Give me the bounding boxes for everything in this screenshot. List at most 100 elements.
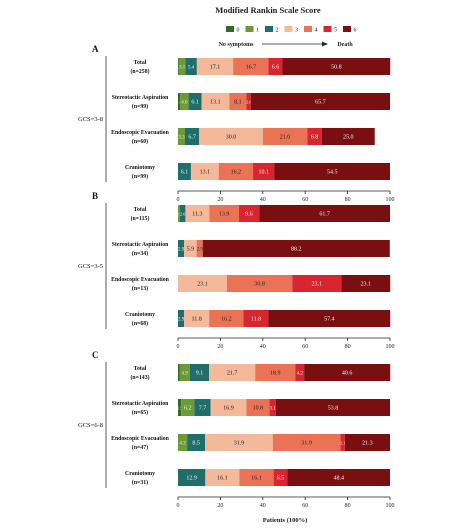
bar-segment-mrs-6 (202, 240, 390, 257)
data-label: 6.8 (311, 135, 319, 141)
data-label: 23.1 (197, 282, 208, 288)
data-label: 25.0 (343, 135, 354, 141)
row-name: Endoscopic Evacuation (111, 130, 170, 136)
bar-segment-mrs-5 (253, 163, 275, 180)
row-name: Endoscopic Evacuation (111, 436, 170, 442)
bar-segment-mrs-1 (178, 434, 188, 451)
data-label: 16.1 (251, 476, 262, 482)
data-label: 11.8 (251, 317, 261, 323)
panel-letter: B (92, 191, 98, 201)
row-n: (n=34) (132, 250, 148, 257)
arrow-right-label: Death (337, 42, 353, 48)
row-n: (n=31) (132, 479, 148, 486)
data-label: 0.9 (176, 212, 181, 217)
data-label: 6.1 (181, 170, 189, 176)
data-label: 6.6 (272, 65, 280, 71)
bar-segment-mrs-4 (272, 434, 341, 451)
bar-segment-mrs-6 (259, 205, 390, 222)
x-tick-label: 20 (217, 344, 223, 350)
bar-segment-mrs-5 (273, 469, 288, 486)
data-label: 2.9 (197, 248, 204, 253)
x-tick-label: 40 (260, 503, 266, 509)
x-tick-label: 100 (386, 197, 395, 203)
data-label: 30.8 (254, 282, 265, 288)
bar-segment-mrs-6 (321, 128, 375, 145)
bar-segment-mrs-5 (295, 364, 305, 381)
legend-title: Modified Rankin Scale Score (215, 5, 321, 15)
bar-segment-mrs-4 (255, 364, 296, 381)
bar-segment-mrs-6 (268, 310, 391, 327)
bar-segment-mrs-4 (209, 310, 244, 327)
data-label: 0.7 (176, 371, 181, 376)
bar-segment-mrs-0 (178, 399, 182, 416)
bar-segment-mrs-1 (179, 364, 190, 381)
legend-swatch-1 (245, 26, 254, 32)
data-label: 16.2 (231, 170, 242, 176)
bar-segment-mrs-4 (226, 275, 293, 292)
data-label: 3.3 (178, 136, 185, 141)
bar-row: Craniotomy (n=68) 2.9 11.8 16.2 11.8 57.4 (125, 310, 391, 327)
data-label: 7.7 (199, 406, 207, 412)
data-label: 16.9 (223, 406, 234, 412)
bar-segment-mrs-4 (209, 205, 239, 222)
bar-row: Endoscopic Evacuation (n=47) 4.3 8.5 31.9 31.… (111, 434, 390, 451)
bar-segment-mrs-3 (184, 240, 197, 257)
data-label: 2.9 (178, 318, 185, 323)
bar-segment-mrs-2 (194, 399, 211, 416)
arrow-head (322, 41, 328, 47)
data-label: 13.1 (210, 100, 221, 106)
data-label: 21.3 (362, 441, 373, 447)
x-tick-label: 20 (217, 197, 223, 203)
data-label: 23.1 (312, 282, 323, 288)
data-label: 21.0 (280, 135, 291, 141)
bar-segment-mrs-0 (178, 364, 180, 381)
data-label: 17.1 (210, 65, 221, 71)
data-label: 53.8 (328, 406, 339, 412)
x-tick-label: 100 (386, 344, 395, 350)
data-label: 6.1 (191, 100, 199, 106)
row-n: (n=68) (132, 320, 148, 327)
bar-segment-mrs-0 (178, 93, 181, 110)
bar-segment-mrs-3 (205, 434, 273, 451)
bar-segment-mrs-4 (239, 469, 274, 486)
data-label: 31.9 (234, 441, 245, 447)
bar-segment-mrs-3 (184, 310, 210, 327)
x-tick-label: 100 (386, 503, 395, 509)
x-tick-label: 0 (177, 197, 180, 203)
row-n: (n=99) (132, 103, 148, 110)
bar-segment-mrs-5 (243, 310, 269, 327)
data-label: 13.1 (200, 170, 211, 176)
bar-row: Craniotomy (n=31) 12.9 16.1 16.1 6.5 48.4 (125, 469, 390, 486)
bar-segment-mrs-3 (209, 364, 256, 381)
bar-segment-mrs-6 (341, 275, 391, 292)
x-tick-label: 80 (345, 344, 351, 350)
data-label: 2.6 (180, 212, 185, 217)
row-n: (n=47) (132, 444, 148, 451)
x-tick-label: 60 (302, 503, 308, 509)
x-tick-label: 40 (260, 197, 266, 203)
legend-swatch-5 (323, 26, 332, 32)
legend-label-1: 1 (256, 28, 259, 34)
x-tick-label: 40 (260, 344, 266, 350)
bar-segment-mrs-4 (233, 58, 269, 75)
bar-segment-mrs-3 (201, 93, 230, 110)
row-name: Stereotactic Aspiration (112, 401, 169, 407)
bar-segment-mrs-6 (274, 163, 390, 180)
bar-segment-mrs-6 (282, 58, 391, 75)
bar-segment-mrs-2 (187, 434, 206, 451)
group-label: GCS=3-5 (78, 263, 103, 270)
data-label: 2.1 (340, 441, 345, 446)
bar-segment-mrs-1 (178, 205, 180, 222)
data-label: 4.3 (179, 442, 186, 447)
bar-row: Stereotactic Aspiration (n=34) 2.9 5.9 2.9 88… (112, 240, 390, 257)
data-label: 4.0 (181, 101, 188, 106)
bar-segment-mrs-2 (188, 93, 202, 110)
bar-row: Total(n=258)0.43.1 5.4 17.1 16.7 6.6 50.8 (130, 58, 391, 75)
data-label: 54.5 (327, 170, 338, 176)
data-label: 9.1 (196, 371, 204, 377)
data-label: 5.4 (188, 66, 195, 71)
data-label: 40.6 (342, 371, 353, 377)
data-label: 4.9 (182, 372, 189, 377)
x-tick-label: 0 (177, 503, 180, 509)
